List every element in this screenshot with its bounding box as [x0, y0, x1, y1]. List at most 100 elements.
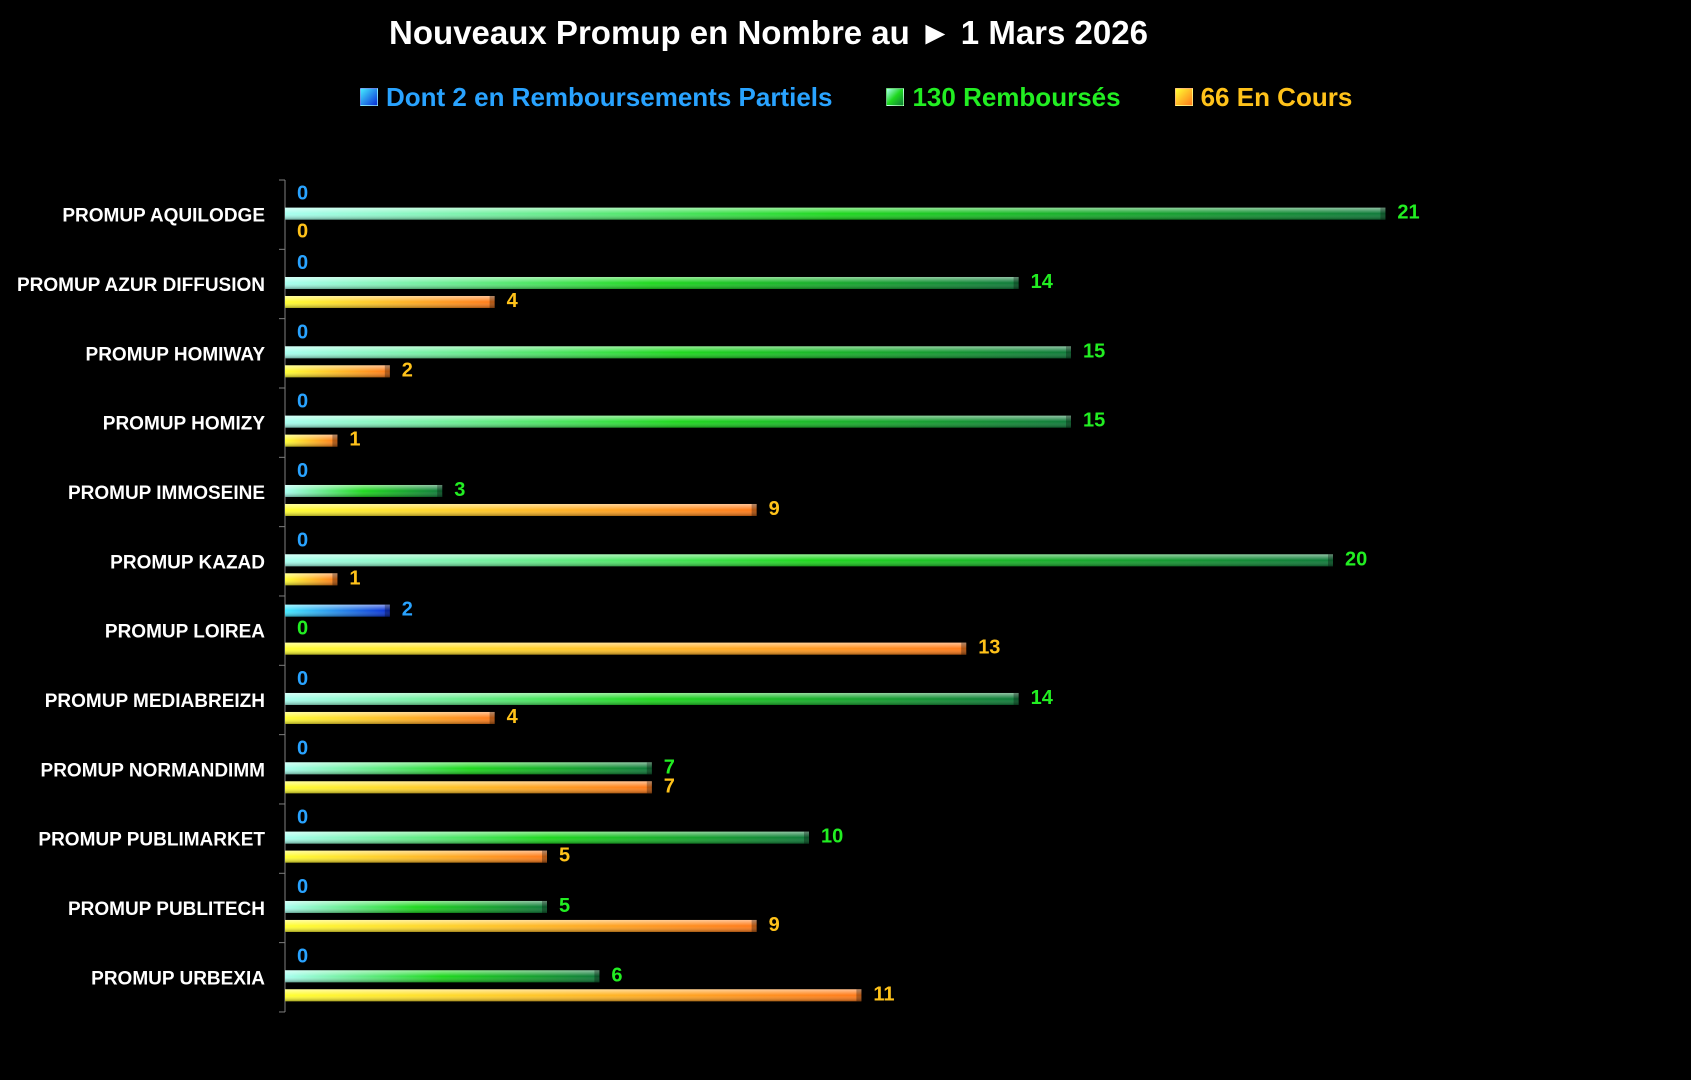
- value-label-partiels: 0: [297, 737, 308, 759]
- value-label-en-cours: 5: [559, 845, 570, 867]
- legend-label-en-cours: 66 En Cours: [1200, 81, 1353, 112]
- category-label: PROMUP HOMIZY: [103, 414, 266, 435]
- category-label: PROMUP MEDIABREIZH: [45, 691, 265, 712]
- value-label-partiels: 0: [297, 807, 308, 829]
- value-label-rembourses: 6: [611, 964, 622, 986]
- value-label-rembourses: 10: [821, 826, 843, 848]
- bar-gloss: [285, 415, 1071, 428]
- category-label: PROMUP LOIREA: [105, 622, 265, 643]
- bar-gloss: [285, 989, 862, 1002]
- category-label: PROMUP HOMIWAY: [86, 344, 266, 365]
- value-label-rembourses: 5: [559, 895, 570, 917]
- bar-end-cap: [1328, 554, 1333, 567]
- bar-end-cap: [961, 642, 967, 655]
- bar-gloss: [285, 434, 338, 447]
- chart-title: Nouveaux Promup en Nombre au ► 1 Mars 20…: [389, 14, 1148, 51]
- value-label-en-cours: 11: [873, 983, 894, 1005]
- bar-gloss: [285, 484, 443, 497]
- bar-end-cap: [856, 989, 862, 1002]
- bar-end-cap: [437, 484, 443, 497]
- value-label-en-cours: 9: [769, 498, 780, 520]
- bar-end-cap: [332, 573, 338, 586]
- value-label-partiels: 0: [297, 529, 308, 551]
- bar-gloss: [285, 831, 809, 844]
- value-label-en-cours: 4: [507, 290, 519, 312]
- value-label-partiels: 0: [297, 252, 308, 274]
- legend: Dont 2 en Remboursements Partiels 130 Re…: [360, 80, 1352, 114]
- bar-gloss: [285, 573, 338, 586]
- legend-swatch-en-cours: [1174, 88, 1193, 106]
- bar-end-cap: [646, 781, 652, 794]
- bar-end-cap: [1013, 692, 1019, 705]
- value-label-partiels: 2: [402, 599, 413, 621]
- bar-end-cap: [489, 711, 495, 724]
- bar-end-cap: [542, 900, 547, 913]
- legend-item-partiels: Dont 2 en Remboursements Partiels: [360, 82, 832, 113]
- legend-swatch-partiels: [360, 88, 378, 106]
- value-label-en-cours: 4: [507, 706, 519, 728]
- value-label-rembourses: 0: [297, 618, 308, 640]
- bar-gloss: [285, 642, 967, 655]
- bar-end-cap: [542, 850, 547, 863]
- bar-end-cap: [384, 365, 390, 378]
- value-label-rembourses: 14: [1031, 687, 1054, 709]
- legend-label-partiels: Dont 2 en Remboursements Partiels: [386, 81, 833, 112]
- bar-end-cap: [1066, 415, 1071, 428]
- bar-gloss: [285, 276, 1019, 289]
- value-label-rembourses: 20: [1345, 548, 1367, 570]
- value-label-partiels: 0: [297, 945, 308, 967]
- bar-gloss: [285, 900, 547, 913]
- value-label-en-cours: 0: [297, 221, 308, 243]
- value-label-en-cours: 1: [349, 567, 360, 589]
- legend-swatch-rembourses: [886, 88, 905, 106]
- value-label-en-cours: 7: [664, 775, 675, 797]
- legend-item-rembourses: 130 Remboursés: [886, 81, 1121, 113]
- value-label-rembourses: 15: [1083, 340, 1105, 362]
- bar-end-cap: [1380, 207, 1386, 220]
- bar-end-cap: [332, 434, 338, 447]
- value-label-partiels: 0: [297, 668, 308, 690]
- bar-gloss: [285, 295, 495, 308]
- category-label: PROMUP PUBLIMARKET: [38, 830, 265, 851]
- bar-gloss: [285, 365, 390, 378]
- value-label-en-cours: 9: [769, 914, 780, 936]
- value-label-rembourses: 14: [1031, 271, 1054, 293]
- bar-gloss: [285, 762, 652, 775]
- bar-end-cap: [804, 831, 809, 844]
- bar-gloss: [285, 207, 1386, 220]
- category-label: PROMUP URBEXIA: [91, 968, 265, 989]
- value-label-rembourses: 7: [664, 756, 675, 778]
- bar-end-cap: [751, 919, 757, 932]
- bar-gloss: [285, 554, 1333, 567]
- value-label-partiels: 0: [297, 183, 308, 205]
- bar-gloss: [285, 604, 390, 617]
- bar-gloss: [285, 970, 600, 983]
- bar-gloss: [285, 781, 652, 794]
- bar-gloss: [285, 503, 757, 516]
- value-label-en-cours: 1: [349, 429, 360, 451]
- bar-gloss: [285, 346, 1071, 359]
- bar-end-cap: [1066, 346, 1071, 359]
- category-label: PROMUP AQUILODGE: [62, 206, 265, 227]
- legend-item-en-cours: 66 En Cours: [1174, 81, 1353, 113]
- value-label-partiels: 0: [297, 321, 308, 343]
- value-label-en-cours: 2: [402, 359, 413, 381]
- bar-end-cap: [1013, 276, 1019, 289]
- value-label-partiels: 0: [297, 460, 308, 482]
- bar-end-cap: [594, 970, 600, 983]
- category-label: PROMUP IMMOSEINE: [68, 483, 265, 504]
- bar-end-cap: [646, 762, 652, 775]
- value-label-rembourses: 21: [1397, 202, 1419, 224]
- bar-end-cap: [489, 295, 495, 308]
- value-label-partiels: 0: [297, 391, 308, 413]
- legend-label-rembourses: 130 Remboursés: [912, 81, 1121, 112]
- bar-end-cap: [751, 503, 757, 516]
- value-label-en-cours: 13: [978, 637, 1000, 659]
- bar-gloss: [285, 692, 1019, 705]
- category-label: PROMUP NORMANDIMM: [41, 760, 265, 781]
- category-label: PROMUP KAZAD: [110, 552, 265, 573]
- bar-gloss: [285, 850, 547, 863]
- category-label: PROMUP AZUR DIFFUSION: [17, 275, 265, 296]
- value-label-rembourses: 3: [454, 479, 465, 501]
- bar-end-cap: [384, 604, 390, 617]
